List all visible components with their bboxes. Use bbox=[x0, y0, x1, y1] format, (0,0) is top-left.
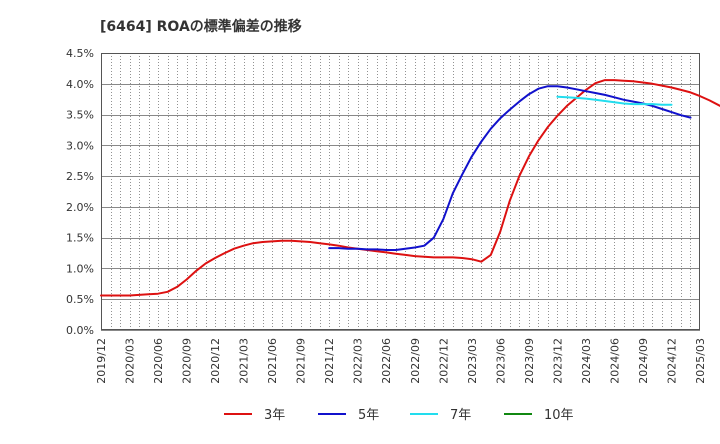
legend-label: 3年 bbox=[264, 408, 285, 423]
legend-label: 7年 bbox=[450, 408, 471, 423]
x-tick-label: 2022/09 bbox=[409, 338, 422, 384]
y-tick-label: 0.0% bbox=[66, 324, 94, 337]
legend: 3年 5年 7年 10年 bbox=[224, 408, 574, 423]
y-tick-label: 3.5% bbox=[66, 109, 94, 122]
x-tick-label: 2020/03 bbox=[124, 338, 137, 384]
legend-item-3年: 3年 bbox=[224, 408, 285, 423]
legend-label: 10年 bbox=[544, 408, 574, 423]
x-tick-label: 2022/06 bbox=[380, 338, 393, 384]
y-tick-label: 1.5% bbox=[66, 232, 94, 245]
x-tick-label: 2023/12 bbox=[551, 338, 564, 384]
x-tick-label: 2025/03 bbox=[694, 338, 707, 384]
legend-item-7年: 7年 bbox=[410, 408, 471, 423]
x-tick-label: 2024/06 bbox=[608, 338, 621, 384]
legend-item-5年: 5年 bbox=[318, 408, 379, 423]
y-tick-label: 2.5% bbox=[66, 170, 94, 183]
x-tick-label: 2023/06 bbox=[494, 338, 507, 384]
chart-title: [6464] ROAの標準偏差の推移 bbox=[100, 18, 302, 35]
x-tick-label: 2024/12 bbox=[665, 338, 678, 384]
x-tick-label: 2020/06 bbox=[152, 338, 165, 384]
y-tick-label: 3.0% bbox=[66, 139, 94, 152]
x-tick-label: 2024/09 bbox=[637, 338, 650, 384]
series-line-7年 bbox=[556, 95, 673, 106]
x-axis: 2019/12 2020/03 2020/06 2020/09 2020/12 2021/… bbox=[95, 338, 707, 384]
plot-area bbox=[101, 53, 700, 330]
series-line-3年 bbox=[100, 79, 720, 297]
y-tick-label: 2.0% bbox=[66, 201, 94, 214]
y-tick-label: 4.0% bbox=[66, 78, 94, 91]
plot-background bbox=[101, 53, 700, 330]
x-tick-label: 2024/03 bbox=[580, 338, 593, 384]
plot-border bbox=[101, 53, 700, 330]
x-tick-label: 2020/09 bbox=[181, 338, 194, 384]
x-tick-label: 2023/09 bbox=[523, 338, 536, 384]
legend-item-10年: 10年 bbox=[504, 408, 574, 423]
x-tick-label: 2022/03 bbox=[352, 338, 365, 384]
legend-label: 5年 bbox=[358, 408, 379, 423]
y-tick-label: 1.0% bbox=[66, 262, 94, 275]
series-line-5年 bbox=[328, 85, 692, 251]
x-tick-label: 2021/03 bbox=[238, 338, 251, 384]
y-tick-label: 0.5% bbox=[66, 293, 94, 306]
y-tick-label: 4.5% bbox=[66, 47, 94, 60]
x-tick-label: 2022/12 bbox=[437, 338, 450, 384]
y-axis: 0.0% 0.5% 1.0% 1.5% 2.0% 2.5% 3.0% 3.5% 4.0% 4.5% bbox=[66, 47, 94, 337]
x-tick-label: 2023/03 bbox=[466, 338, 479, 384]
series-layer bbox=[100, 79, 720, 297]
x-tick-label: 2021/09 bbox=[295, 338, 308, 384]
x-tick-label: 2019/12 bbox=[95, 338, 108, 384]
x-tick-label: 2021/12 bbox=[323, 338, 336, 384]
x-tick-label: 2020/12 bbox=[209, 338, 222, 384]
x-tick-label: 2021/06 bbox=[266, 338, 279, 384]
grid-lines bbox=[101, 53, 700, 331]
